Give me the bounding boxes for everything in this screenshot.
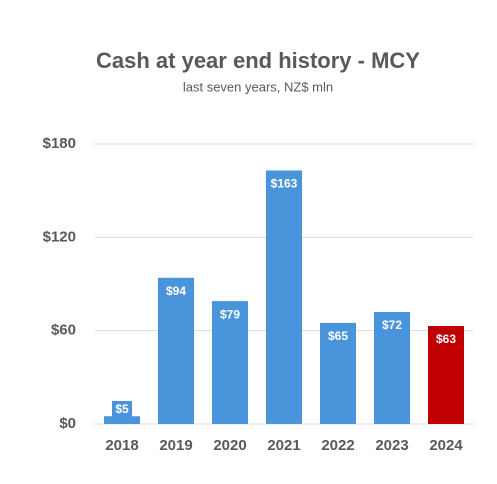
data-label-box xyxy=(112,401,132,419)
y-tick-label: $60 xyxy=(51,322,76,339)
data-label: $163 xyxy=(271,177,298,191)
data-label-box xyxy=(328,327,348,346)
y-tick-label: $0 xyxy=(59,415,76,432)
data-label-box xyxy=(274,175,294,194)
y-tick-label: $120 xyxy=(43,228,76,245)
data-label: $5 xyxy=(115,402,129,416)
x-tick-label: 2022 xyxy=(321,437,354,454)
chart-title: Cash at year end history - MCY xyxy=(96,48,420,73)
x-tick-label: 2019 xyxy=(159,437,192,454)
x-tick-label: 2020 xyxy=(213,437,246,454)
data-label-box xyxy=(382,317,402,335)
data-label-box xyxy=(166,282,186,301)
data-label-box xyxy=(436,331,456,349)
data-label-box xyxy=(220,306,240,325)
y-tick-label: $180 xyxy=(43,135,76,152)
data-label: $65 xyxy=(328,329,348,343)
x-tick-label: 2024 xyxy=(429,437,463,454)
x-tick-label: 2023 xyxy=(375,437,408,454)
bar xyxy=(104,416,140,424)
data-label: $63 xyxy=(436,332,456,346)
chart-subtitle: last seven years, NZ$ mln xyxy=(183,79,333,94)
bar xyxy=(266,170,302,424)
data-label: $79 xyxy=(220,307,240,321)
data-label: $94 xyxy=(166,284,186,298)
data-label: $72 xyxy=(382,318,402,332)
x-tick-label: 2018 xyxy=(105,437,138,454)
x-tick-label: 2021 xyxy=(267,437,300,454)
bar xyxy=(158,277,194,424)
